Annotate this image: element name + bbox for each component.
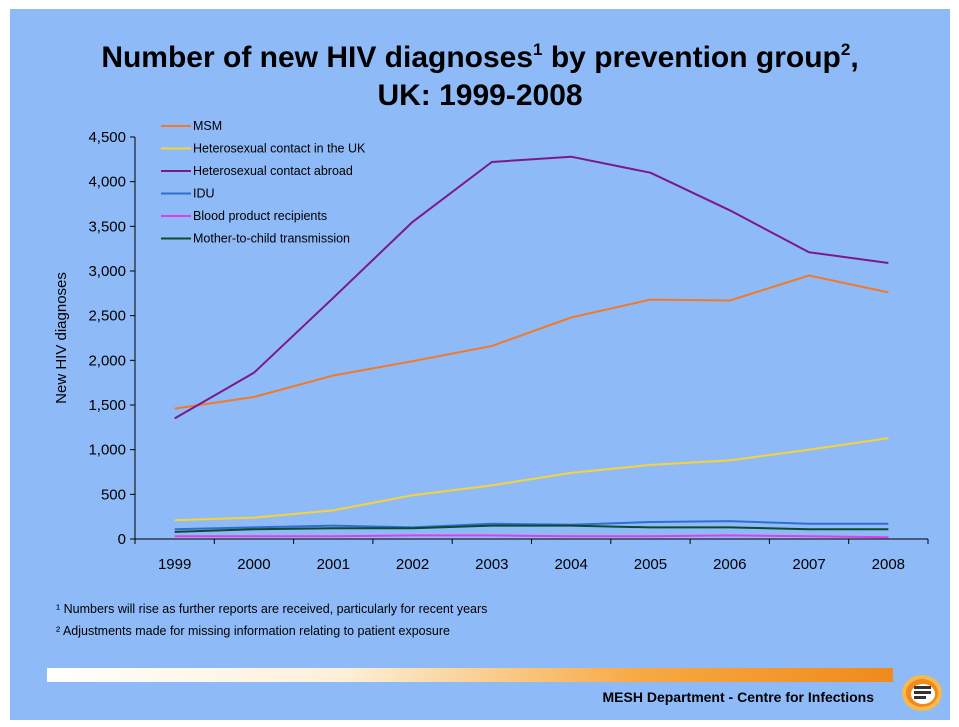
- title-text: Number of new HIV diagnoses: [101, 41, 534, 74]
- title-superscript-2: 2: [840, 40, 851, 59]
- series-line-heterosexual-contact-abroad: [174, 155, 889, 420]
- title-line-2: UK: 1999-2008: [377, 79, 583, 112]
- legend-label: Mother-to-child transmission: [193, 232, 350, 246]
- x-tick-label: 2004: [554, 556, 587, 573]
- y-tick-label: 500: [101, 486, 126, 503]
- y-tick-label: 3,000: [88, 263, 126, 280]
- x-tick-label: 2008: [872, 556, 905, 573]
- series-line-blood-product-recipients: [174, 534, 889, 539]
- legend-label: MSM: [193, 119, 222, 133]
- x-tick-label: 2006: [713, 556, 746, 573]
- series-line-heterosexual-contact-in-the-uk: [174, 437, 889, 522]
- footnote-1: ¹ Numbers will rise as further reports a…: [56, 602, 488, 616]
- x-tick-label: 2000: [237, 556, 270, 573]
- x-tick-label: 1999: [158, 556, 191, 573]
- y-tick-label: 1,000: [88, 442, 126, 459]
- y-tick-label: 0: [118, 531, 126, 548]
- legend-label: Blood product recipients: [193, 209, 327, 223]
- series-line-idu: [174, 520, 889, 531]
- hpa-logo-icon: [902, 675, 942, 711]
- x-tick-label: 2001: [317, 556, 350, 573]
- chart-title: Number of new HIV diagnoses1 by preventi…: [10, 31, 950, 115]
- y-tick-label: 3,500: [88, 218, 126, 235]
- footer-department: MESH Department - Centre for Infections: [602, 689, 874, 705]
- y-tick-label: 4,000: [88, 174, 126, 191]
- title-text-end: ,: [850, 41, 859, 74]
- legend-label: Heterosexual contact abroad: [193, 164, 353, 178]
- x-tick-label: 2003: [475, 556, 508, 573]
- x-tick-label: 2002: [396, 556, 429, 573]
- legend-label: IDU: [193, 187, 215, 201]
- title-superscript-1: 1: [533, 40, 543, 59]
- title-text-mid: by prevention group: [542, 41, 841, 74]
- legend-label: Heterosexual contact in the UK: [193, 142, 366, 156]
- series-line-mother-to-child-transmission: [174, 524, 889, 533]
- x-tick-label: 2005: [634, 556, 667, 573]
- series-line-msm: [174, 274, 889, 410]
- y-tick-label: 1,500: [88, 397, 126, 414]
- y-tick-label: 2,500: [88, 308, 126, 325]
- y-axis-label: New HIV diagnoses: [53, 272, 70, 404]
- footer-bar: [47, 668, 893, 682]
- line-chart: 0 500 1,000 1,500 2,000 2,500 3,000 3,500 4,000 4…: [53, 119, 929, 573]
- footnote-2: ² Adjustments made for missing informati…: [56, 624, 450, 638]
- slide: Number of new HIV diagnoses1 by preventi…: [10, 9, 950, 720]
- x-tick-label: 2007: [792, 556, 825, 573]
- y-tick-label: 4,500: [88, 129, 126, 146]
- y-tick-label: 2,000: [88, 352, 126, 369]
